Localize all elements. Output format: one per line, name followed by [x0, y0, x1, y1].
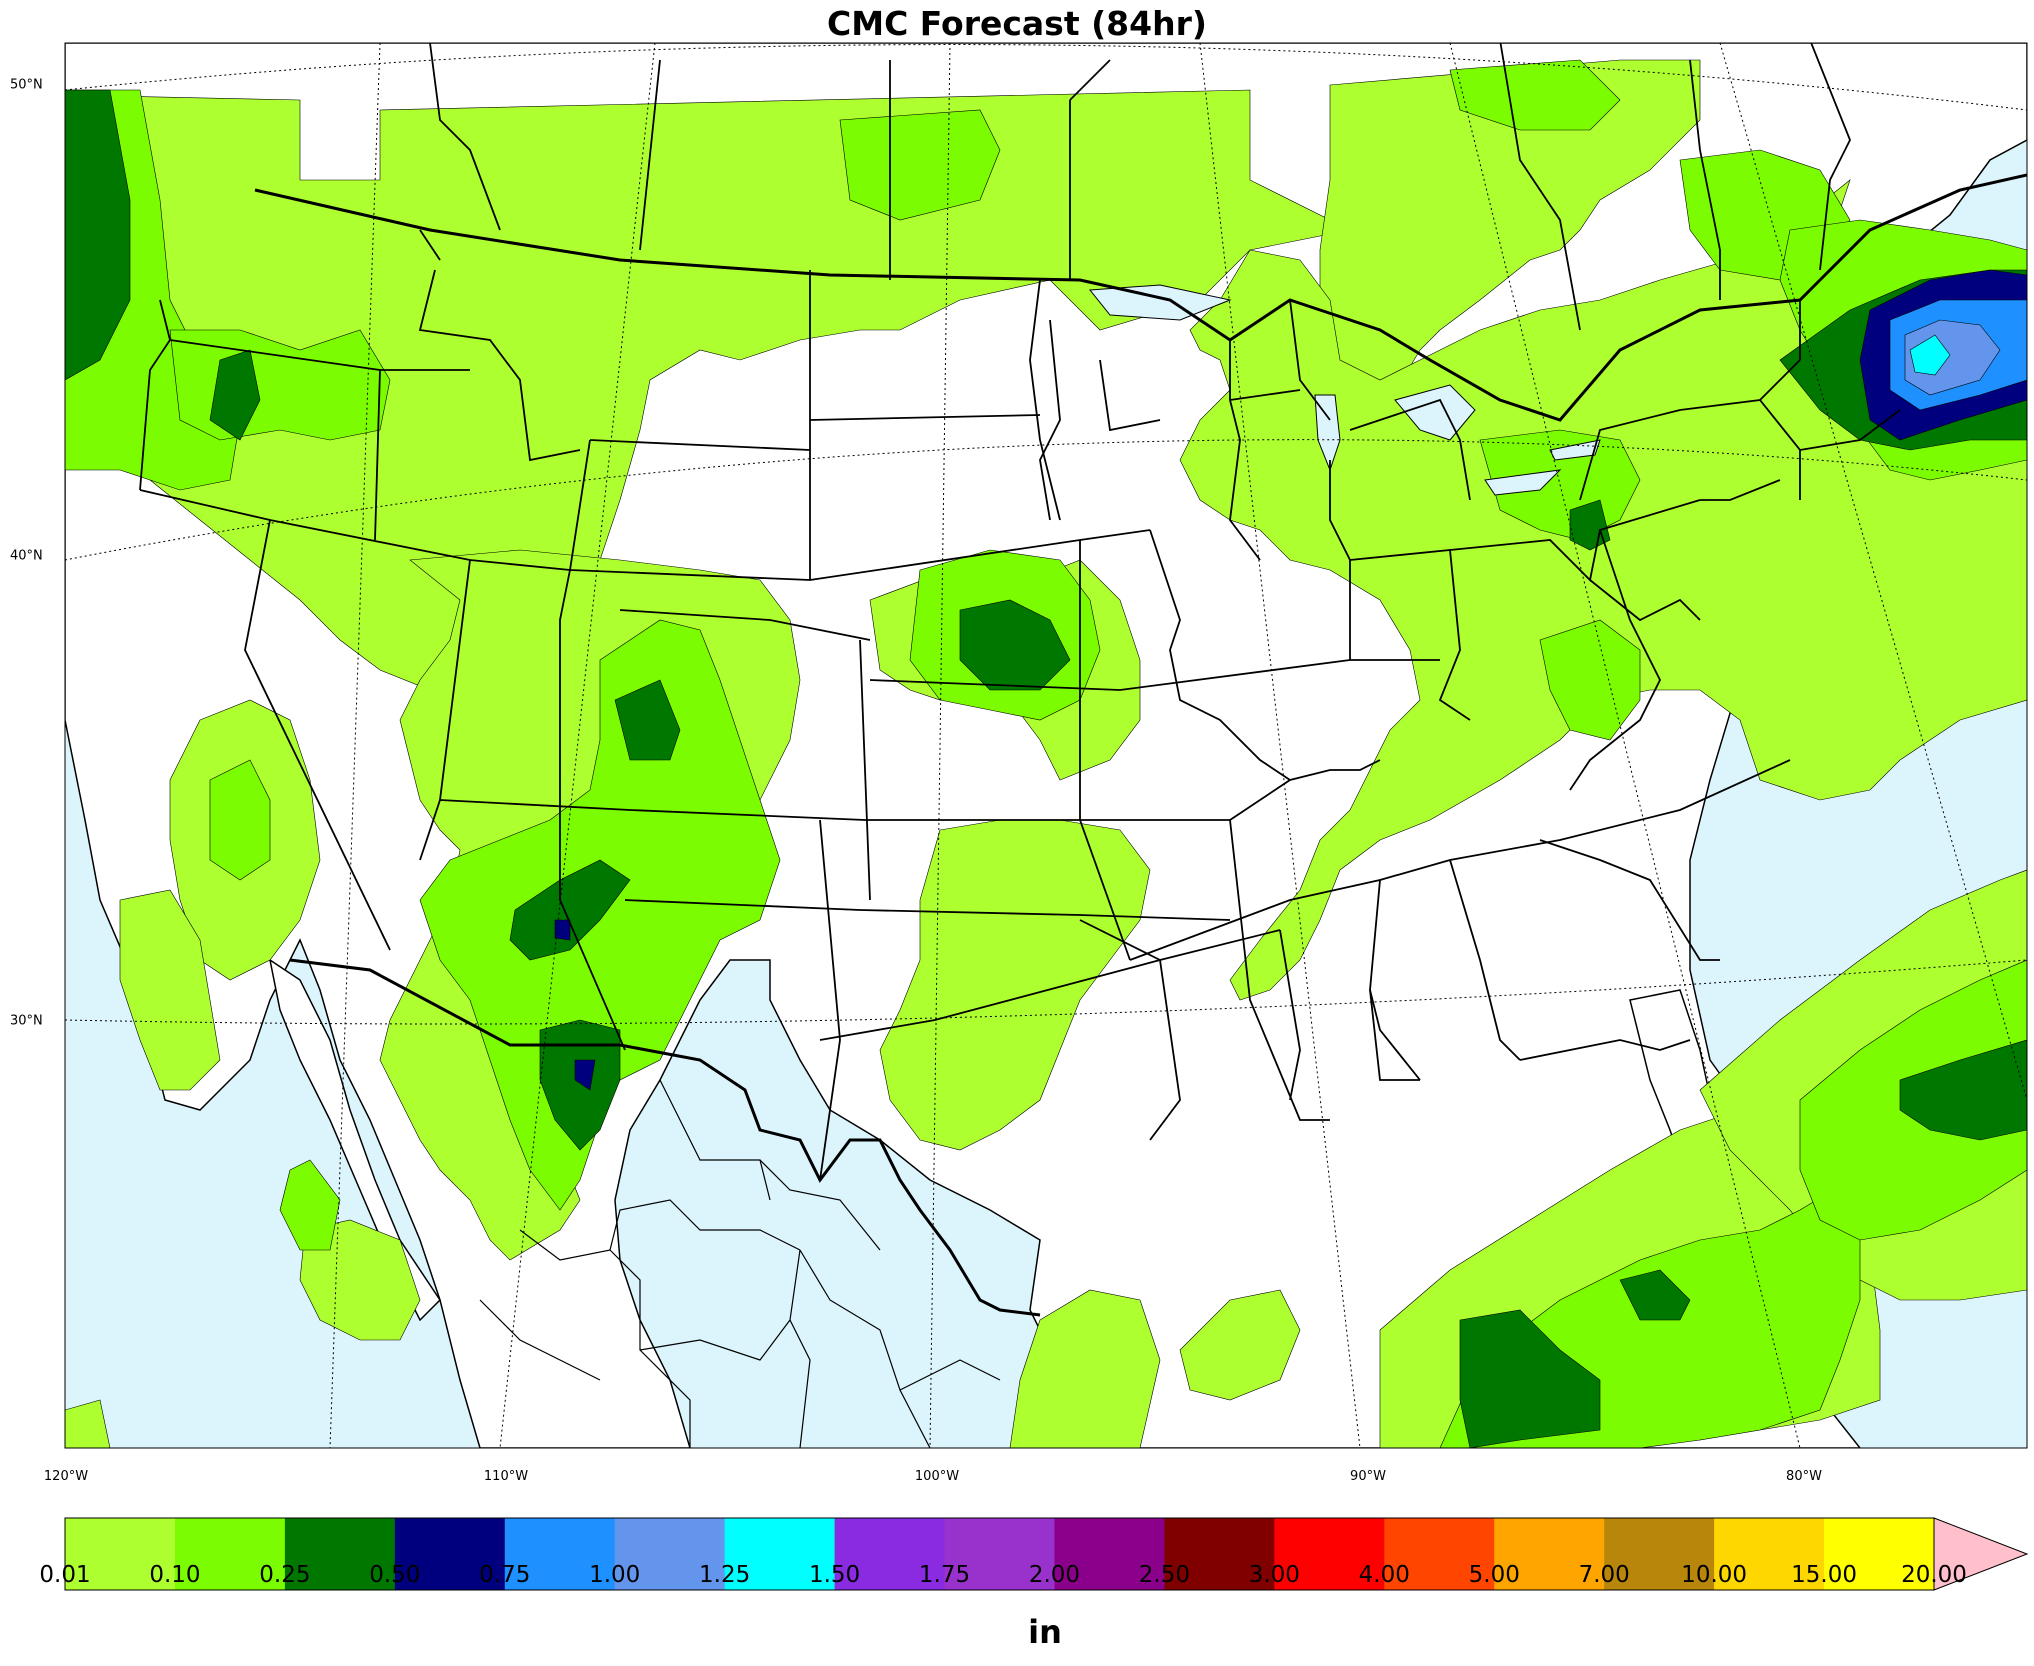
- baja-peninsula: [268, 958, 441, 1322]
- lat-label-40n: 40°N: [10, 548, 43, 564]
- colorbar-tick-label: 0.01: [39, 1562, 91, 1588]
- colorbar-tick-label: 5.00: [1468, 1562, 1520, 1588]
- lon-label-100w: 100°W: [914, 1469, 960, 1484]
- colorbar-tick-label: 4.00: [1358, 1562, 1410, 1588]
- colorbar-tick-label: 7.00: [1578, 1562, 1630, 1588]
- lon-label-90w: 90°W: [1350, 1469, 1386, 1484]
- colorbar-tick-label: 2.00: [1028, 1562, 1081, 1588]
- colorbar-tick-label: 3.00: [1248, 1562, 1300, 1588]
- precip-contour-1-25: [1909, 334, 1951, 376]
- mexico-state-borders: [479, 1079, 1001, 1448]
- great-lakes: [1089, 284, 1601, 496]
- colorbar-tick-label: 10.00: [1681, 1562, 1748, 1588]
- colorbar-tick-label: 1.50: [808, 1562, 861, 1588]
- colorbar-units-label: in: [1028, 1613, 1062, 1651]
- colorbar-tick-label: 2.50: [1138, 1562, 1191, 1588]
- lat-label-50n: 50°N: [10, 77, 43, 93]
- lat-label-30n: 30°N: [10, 1013, 43, 1029]
- colorbar-tick-label: 1.25: [699, 1562, 751, 1588]
- lon-label-80w: 80°W: [1786, 1469, 1822, 1484]
- state-borders: [139, 43, 1901, 1181]
- colorbar-tick-label: 1.00: [589, 1562, 641, 1588]
- lon-label-120w: 120°W: [43, 1469, 89, 1484]
- lon-label-110w: 110°W: [483, 1469, 529, 1484]
- colorbar-tick-label: 0.25: [259, 1562, 311, 1588]
- colorbar-tick-label: 0.75: [479, 1562, 531, 1588]
- colorbar-tick-label: 15.00: [1791, 1562, 1857, 1588]
- graticule: [65, 43, 2027, 1448]
- colorbar-tick-label: 1.75: [918, 1562, 971, 1588]
- colorbar-tick-label: 20.00: [1901, 1562, 1967, 1588]
- map-frame: [64, 42, 2028, 1449]
- colorbar-tick-label: 0.10: [149, 1562, 201, 1588]
- map-title: CMC Forecast (84hr): [827, 4, 1207, 43]
- colorbar-tick-label: 0.50: [369, 1562, 421, 1588]
